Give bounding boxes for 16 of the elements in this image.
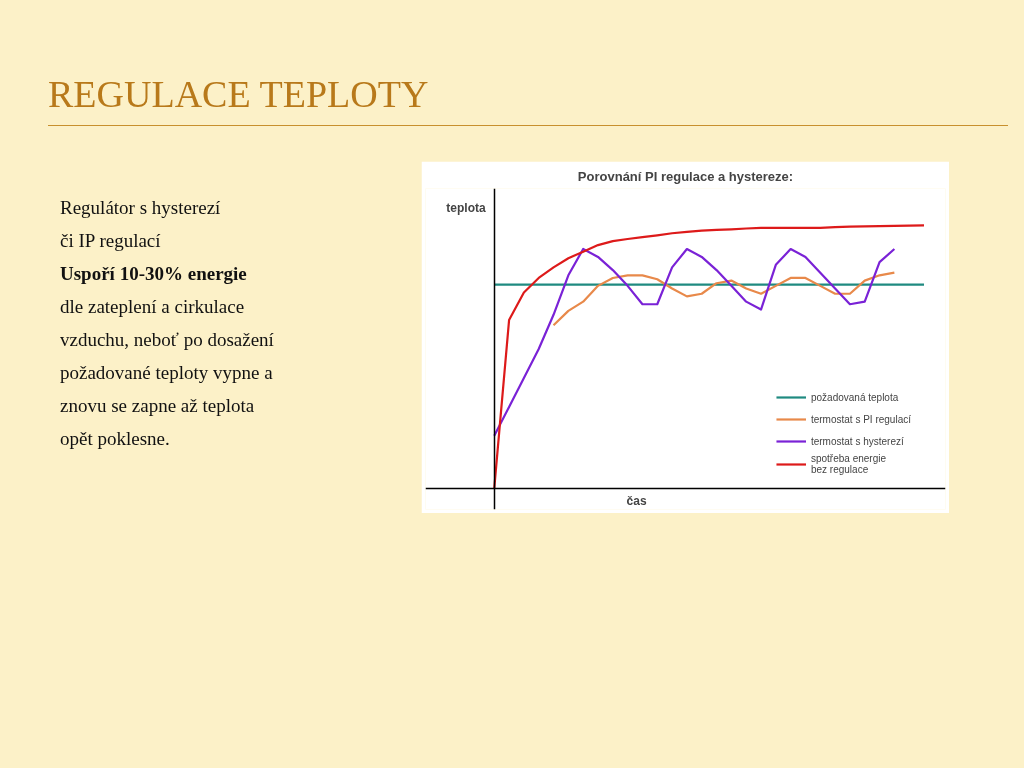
text: či IP regulací [60,229,162,253]
y-axis-title: teplota [446,200,486,215]
text: dle zateplení a cirkulace [60,295,246,319]
text: REGULACE TEPLOTY [48,72,429,117]
text: Uspoří 10-30% energie [60,262,248,286]
text: opět poklesne. [60,427,171,451]
legend-label: požadovaná teplota [810,391,899,403]
text: Regulátor s hysterezí [60,196,222,220]
text: znovu se zapne až teplota [60,394,256,418]
chart-title: Porovnání PI regulace a hystereze: [577,168,794,184]
text: požadované teploty vypne a [60,361,274,385]
legend-label: termostat s PI regulací [810,413,911,425]
legend-label: termostat s hysterezí [810,435,904,447]
text: vzduchu, neboť po dosažení [60,328,274,352]
x-axis-title: čas [626,494,647,509]
legend-label: spotřeba energie bez regulace [810,453,887,475]
